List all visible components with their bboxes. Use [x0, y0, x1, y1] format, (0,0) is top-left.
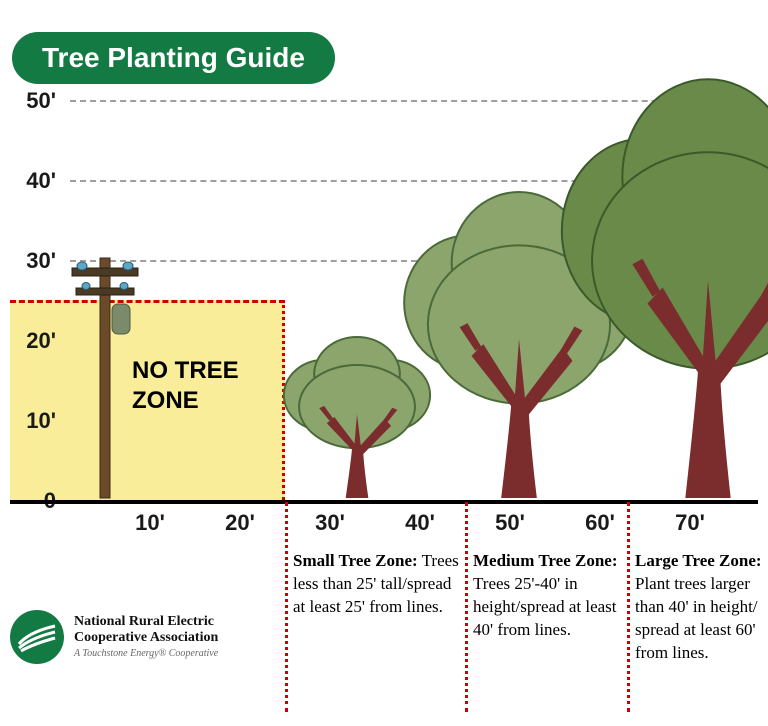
no-tree-zone-label: NO TREE ZONE — [132, 356, 239, 416]
y-axis-label: 30' — [16, 248, 56, 274]
y-axis-label: 20' — [16, 328, 56, 354]
zone-body: Trees 25'-40' in height/spread at least … — [473, 574, 617, 639]
zone-separator — [465, 502, 468, 712]
zone-separator — [285, 502, 288, 712]
zone-description: Small Tree Zone: Trees less than 25' tal… — [293, 550, 463, 619]
no-tree-line-2: ZONE — [132, 387, 199, 414]
tree-icon — [572, 82, 768, 504]
infographic-container: Tree Planting Guide — [0, 0, 768, 726]
tree-icon — [284, 338, 430, 504]
no-tree-line-1: NO TREE — [132, 357, 239, 384]
zone-description: Medium Tree Zone: Trees 25'-40' in heigh… — [473, 550, 625, 642]
x-axis-label: 70' — [660, 510, 720, 536]
y-axis-label: 50' — [16, 88, 56, 114]
logo-text: National Rural Electric Cooperative Asso… — [74, 614, 218, 660]
x-axis-label: 30' — [300, 510, 360, 536]
x-axis-label: 50' — [480, 510, 540, 536]
zone-title: Medium Tree Zone: — [473, 551, 617, 570]
org-name-2: Cooperative Association — [74, 630, 218, 645]
planting-chart: NO TREEZONE010'20'30'40'50'10'20'30'40'5… — [10, 10, 758, 520]
tree-large — [572, 82, 768, 509]
org-name-1: National Rural Electric — [74, 614, 214, 629]
ground-line — [10, 500, 758, 504]
org-subtitle: A Touchstone Energy® Cooperative — [74, 648, 218, 660]
x-axis-label: 60' — [570, 510, 630, 536]
y-axis-label: 10' — [16, 408, 56, 434]
y-axis-label: 40' — [16, 168, 56, 194]
x-axis-label: 10' — [120, 510, 180, 536]
x-axis-label: 20' — [210, 510, 270, 536]
org-logo: National Rural Electric Cooperative Asso… — [10, 610, 218, 664]
zone-title: Small Tree Zone: — [293, 551, 418, 570]
zone-separator — [627, 502, 630, 712]
zone-description: Large Tree Zone: Plant trees larger than… — [635, 550, 768, 665]
tree-small — [284, 338, 430, 509]
x-axis-label: 40' — [390, 510, 450, 536]
zone-body: Plant trees larger than 40' in height/ s… — [635, 574, 758, 662]
zone-title: Large Tree Zone: — [635, 551, 762, 570]
logo-mark-icon — [10, 610, 64, 664]
